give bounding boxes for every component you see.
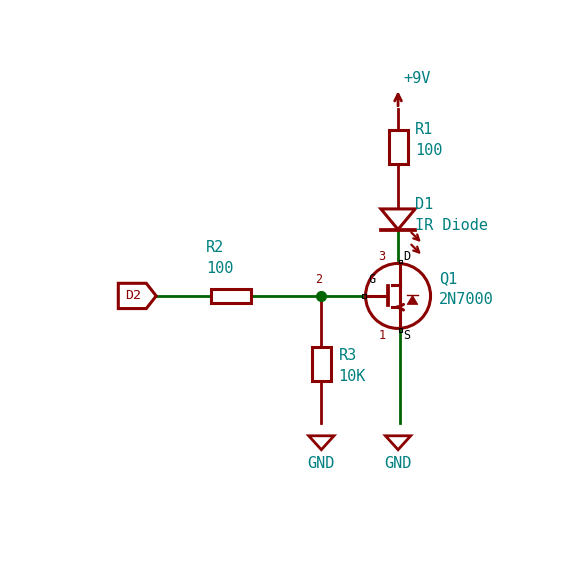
Polygon shape: [407, 295, 418, 305]
Text: 1: 1: [378, 329, 385, 342]
Text: D2: D2: [125, 289, 141, 302]
Text: S: S: [403, 329, 410, 342]
Text: D: D: [403, 250, 410, 264]
Text: R3
10K: R3 10K: [339, 348, 366, 384]
Bar: [211, 289, 251, 303]
Text: 2: 2: [315, 273, 322, 286]
Text: Q1
2N7000: Q1 2N7000: [438, 271, 493, 307]
Text: GND: GND: [384, 456, 412, 471]
Bar: [399, 328, 402, 332]
Text: R1
100: R1 100: [415, 122, 442, 158]
Bar: [362, 294, 366, 298]
Text: D1
IR Diode: D1 IR Diode: [415, 197, 488, 233]
Text: GND: GND: [308, 456, 335, 471]
Bar: [399, 260, 402, 264]
Bar: [312, 347, 331, 380]
Bar: [389, 130, 408, 164]
Text: 3: 3: [378, 250, 385, 264]
Text: R2
100: R2 100: [206, 240, 234, 275]
Text: +9V: +9V: [403, 71, 431, 86]
Text: G: G: [368, 273, 375, 286]
